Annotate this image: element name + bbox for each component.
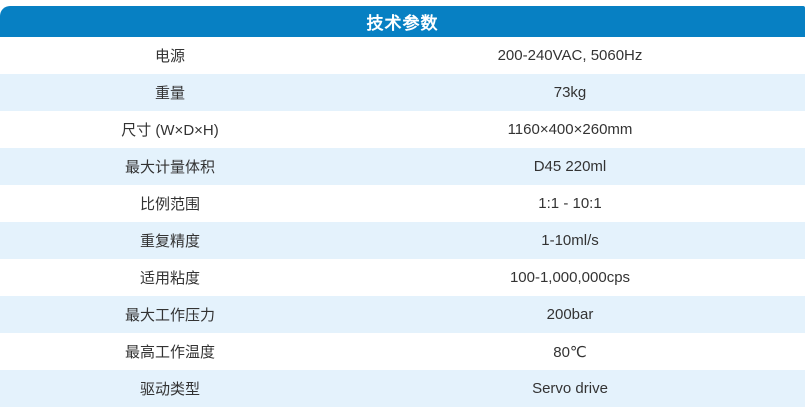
table-row: 驱动类型 Servo drive xyxy=(0,370,805,407)
param-label: 最大计量体积 xyxy=(124,159,215,176)
param-label: 驱动类型 xyxy=(139,381,200,398)
param-label: 重复精度 xyxy=(139,233,200,250)
param-label: 尺寸 (W×D×H) xyxy=(121,122,219,139)
table-row: 适用粘度 100-1,000,000cps xyxy=(0,259,805,296)
param-label: 比例范围 xyxy=(139,196,200,213)
param-value: 200bar xyxy=(546,306,594,323)
param-label: 适用粘度 xyxy=(139,270,200,287)
param-value: Servo drive xyxy=(532,380,608,397)
param-value: 1160×400×260mm xyxy=(507,121,633,138)
table-row: 重量 73kg xyxy=(0,74,805,111)
param-label: 最高工作温度 xyxy=(124,344,215,361)
param-value: 1-10ml/s xyxy=(541,232,599,249)
table-header: 技术参数 xyxy=(0,6,805,37)
param-value: D45 220ml xyxy=(533,158,607,175)
table-row: 最大计量体积 D45 220ml xyxy=(0,148,805,185)
table-row: 电源 200-240VAC, 5060Hz xyxy=(0,37,805,74)
param-value: 80℃ xyxy=(553,343,587,361)
table-row: 最高工作温度 80℃ xyxy=(0,333,805,370)
param-value: 73kg xyxy=(553,84,587,101)
param-value: 200-240VAC, 5060Hz xyxy=(497,47,643,64)
table-body: 电源 200-240VAC, 5060Hz 重量 73kg 尺寸 (W×D×H)… xyxy=(0,37,805,407)
param-label: 重量 xyxy=(154,85,185,102)
param-value: 100-1,000,000cps xyxy=(509,269,631,286)
param-label: 最大工作压力 xyxy=(124,307,215,324)
table-row: 最大工作压力 200bar xyxy=(0,296,805,333)
table-row: 尺寸 (W×D×H) 1160×400×260mm xyxy=(0,111,805,148)
table-row: 比例范围 1:1 - 10:1 xyxy=(0,185,805,222)
spec-table: 技术参数 电源 200-240VAC, 5060Hz 重量 73kg 尺寸 (W… xyxy=(0,6,805,407)
table-row: 重复精度 1-10ml/s xyxy=(0,222,805,259)
param-value: 1:1 - 10:1 xyxy=(538,195,602,212)
table-title: 技术参数 xyxy=(366,14,439,33)
param-label: 电源 xyxy=(154,48,185,65)
